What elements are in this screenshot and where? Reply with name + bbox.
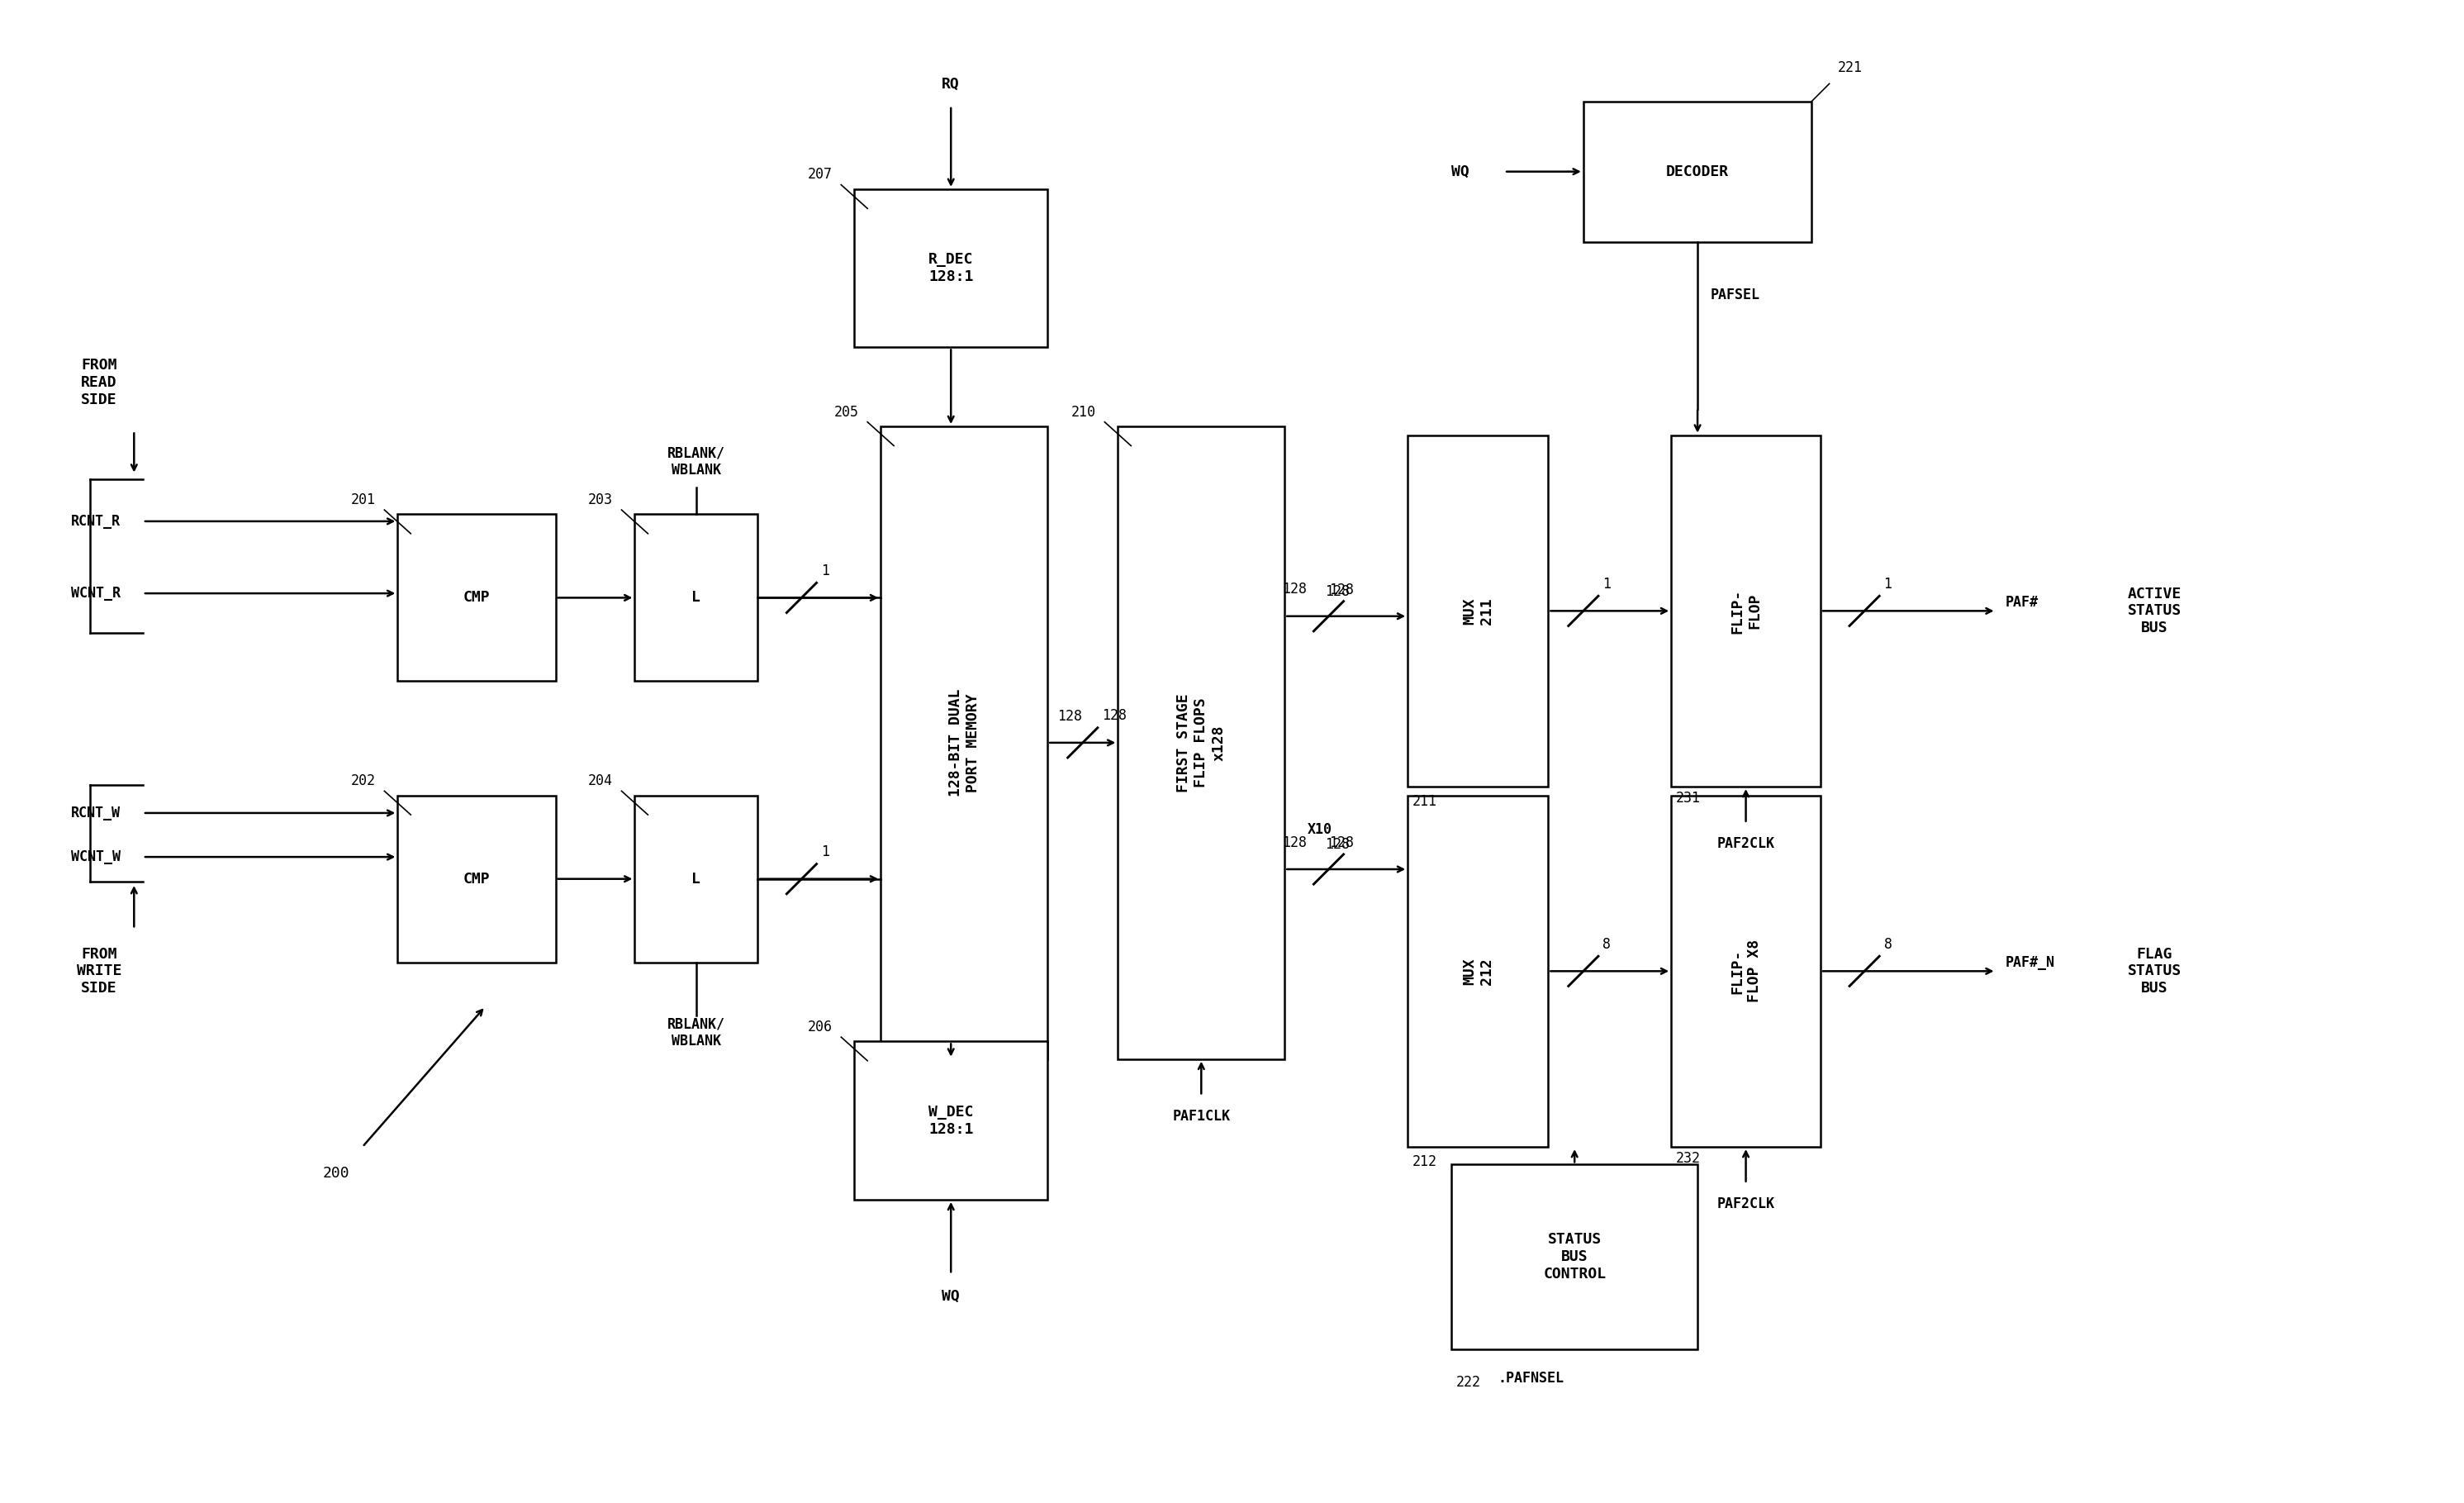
Text: 201: 201	[350, 493, 375, 507]
Text: 128-BIT DUAL
PORT MEMORY: 128-BIT DUAL PORT MEMORY	[949, 688, 981, 797]
Bar	[636, 795, 759, 962]
Text: RBLANK/
WBLANK: RBLANK/ WBLANK	[668, 1016, 724, 1049]
Bar	[397, 514, 557, 681]
Text: 210: 210	[1072, 404, 1096, 419]
Text: WCNT_R: WCNT_R	[71, 586, 121, 601]
Text: MUX
212: MUX 212	[1461, 957, 1493, 984]
Text: 1: 1	[821, 564, 830, 579]
Text: RQ: RQ	[941, 77, 961, 92]
Text: .PAFNSEL: .PAFNSEL	[1498, 1371, 1565, 1386]
Text: FLIP-
FLOP X8: FLIP- FLOP X8	[1730, 939, 1762, 1003]
Text: 128: 128	[1057, 709, 1082, 724]
Text: 203: 203	[589, 493, 614, 507]
Text: FROM
READ
SIDE: FROM READ SIDE	[81, 358, 116, 407]
Text: 232: 232	[1676, 1151, 1700, 1166]
Text: PAFSEL: PAFSEL	[1710, 287, 1759, 302]
Text: 200: 200	[323, 1166, 350, 1181]
Text: 222: 222	[1456, 1375, 1481, 1390]
Text: PAF2CLK: PAF2CLK	[1717, 836, 1774, 851]
Bar	[636, 514, 759, 681]
Text: 205: 205	[833, 404, 857, 419]
Text: 231: 231	[1676, 791, 1700, 806]
Bar	[1584, 101, 1811, 242]
Bar	[855, 189, 1047, 347]
Text: L: L	[692, 591, 700, 606]
Text: 206: 206	[808, 1019, 833, 1034]
Text: 207: 207	[808, 167, 833, 182]
Text: FROM
WRITE
SIDE: FROM WRITE SIDE	[76, 947, 121, 996]
Text: DECODER: DECODER	[1666, 164, 1730, 179]
Text: 128: 128	[1281, 582, 1306, 597]
Text: 1: 1	[1602, 577, 1611, 592]
Text: 128: 128	[1281, 836, 1306, 849]
Text: STATUS
BUS
CONTROL: STATUS BUS CONTROL	[1542, 1232, 1607, 1282]
Text: R_DEC
128:1: R_DEC 128:1	[929, 253, 973, 284]
Text: PAF#_N: PAF#_N	[2006, 954, 2055, 969]
Bar	[855, 1042, 1047, 1199]
Text: 8: 8	[1602, 936, 1611, 951]
Text: 128: 128	[1331, 582, 1355, 597]
Text: X10: X10	[1308, 822, 1333, 837]
Text: 202: 202	[350, 774, 375, 789]
Bar	[1671, 795, 1821, 1147]
Text: RCNT_R: RCNT_R	[71, 514, 121, 529]
Bar	[1119, 427, 1284, 1060]
Bar	[880, 427, 1047, 1060]
Text: 128: 128	[1326, 585, 1350, 600]
Bar	[1451, 1165, 1698, 1350]
Text: W_DEC
128:1: W_DEC 128:1	[929, 1105, 973, 1136]
Bar	[1671, 436, 1821, 786]
Text: WQ: WQ	[941, 1288, 961, 1303]
Text: 204: 204	[589, 774, 614, 789]
Text: ACTIVE
STATUS
BUS: ACTIVE STATUS BUS	[2126, 586, 2181, 636]
Text: PAF2CLK: PAF2CLK	[1717, 1196, 1774, 1211]
Bar	[1407, 795, 1547, 1147]
Text: 8: 8	[1885, 936, 1892, 951]
Text: PAF1CLK: PAF1CLK	[1173, 1109, 1230, 1124]
Text: CMP: CMP	[463, 591, 490, 606]
Text: L: L	[692, 872, 700, 887]
Text: FLAG
STATUS
BUS: FLAG STATUS BUS	[2126, 947, 2181, 996]
Text: 128: 128	[1101, 708, 1126, 723]
Text: 1: 1	[821, 845, 830, 860]
Text: 128: 128	[1331, 836, 1355, 851]
Text: FIRST STAGE
FLIP FLOPS
x128: FIRST STAGE FLIP FLOPS x128	[1178, 693, 1227, 792]
Text: WQ: WQ	[1451, 164, 1469, 179]
Text: RBLANK/
WBLANK: RBLANK/ WBLANK	[668, 445, 724, 478]
Text: 221: 221	[1838, 60, 1863, 75]
Bar	[397, 795, 557, 962]
Text: 212: 212	[1412, 1154, 1437, 1169]
Text: 1: 1	[1885, 577, 1892, 592]
Text: 211: 211	[1412, 794, 1437, 809]
Bar	[1407, 436, 1547, 786]
Text: CMP: CMP	[463, 872, 490, 887]
Text: FLIP-
FLOP: FLIP- FLOP	[1730, 589, 1762, 633]
Text: PAF#: PAF#	[2006, 595, 2038, 610]
Text: WCNT_W: WCNT_W	[71, 849, 121, 864]
Text: MUX
211: MUX 211	[1461, 597, 1493, 624]
Text: 128: 128	[1326, 837, 1350, 852]
Text: RCNT_W: RCNT_W	[71, 806, 121, 821]
